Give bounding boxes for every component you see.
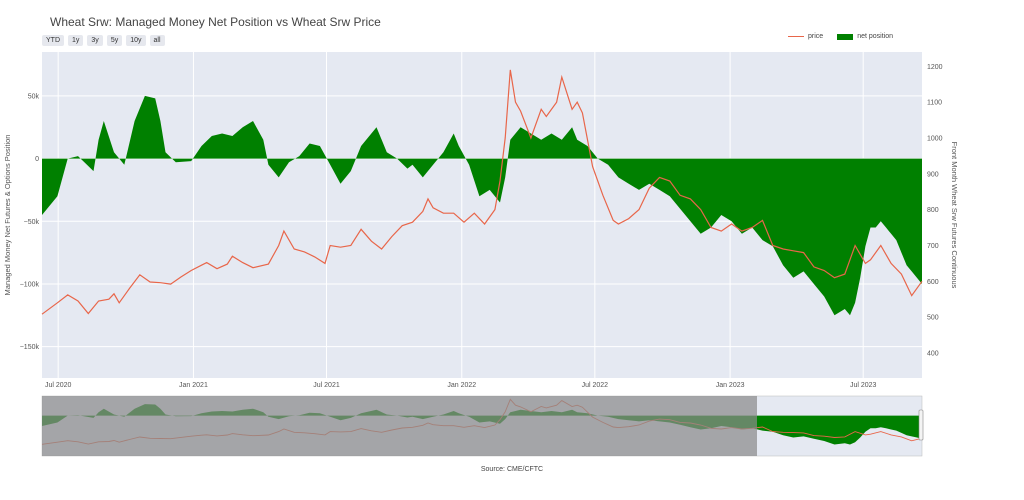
y-left-tick-label: −150k	[20, 344, 40, 351]
range-slider-unselected-mask	[42, 396, 757, 456]
x-tick-label: Jul 2022	[582, 382, 609, 389]
x-tick-label: Jan 2021	[179, 382, 208, 389]
range-selector: YTD 1y 3y 5y 10y all	[42, 35, 165, 46]
y-left-tick-label: −100k	[20, 281, 40, 288]
legend-item-price[interactable]: price	[788, 33, 823, 40]
range-slider[interactable]	[41, 395, 924, 457]
price-line	[41, 69, 923, 315]
range-button-5y[interactable]: 5y	[106, 35, 123, 46]
y-right-tick-label: 800	[927, 207, 939, 214]
source-note: Source: CME/CFTC	[480, 466, 544, 473]
x-tick-label: Jul 2023	[850, 382, 877, 389]
y-right-tick-label: 1000	[927, 135, 943, 142]
x-axis-ticks: Jul 2020 Jan 2021 Jul 2021 Jan 2022 Jul 2022…	[45, 382, 877, 389]
legend-item-net-position[interactable]: net position	[837, 33, 893, 40]
y-left-tick-label: 50k	[28, 93, 40, 100]
x-tick-label: Jan 2023	[716, 382, 745, 389]
range-button-1y[interactable]: 1y	[68, 35, 84, 46]
chart-title: Wheat Srw: Managed Money Net Position vs…	[50, 15, 381, 29]
legend-line-swatch	[788, 36, 804, 37]
legend-label-price: price	[808, 33, 824, 40]
x-tick-label: Jan 2022	[447, 382, 476, 389]
legend-area-swatch	[837, 33, 854, 40]
y-right-tick-label: 900	[927, 171, 939, 178]
y-left-axis-title: Managed Money Net Futures & Options Posi…	[3, 135, 12, 296]
net-position-area	[42, 95, 922, 316]
x-tick-label: Jul 2020	[45, 382, 72, 389]
y-left-tick-label: −50k	[24, 219, 40, 226]
y-right-axis-title: Front Month Wheat Srw Futures Continuous	[950, 142, 959, 289]
y-right-axis-ticks: 1200 1100 1000 900 800 700 600 500 400	[927, 64, 943, 358]
y-right-tick-label: 700	[927, 243, 939, 250]
y-left-tick-label: 0	[35, 156, 39, 163]
y-right-tick-label: 600	[927, 279, 939, 286]
range-button-ytd[interactable]: YTD	[42, 35, 64, 46]
range-button-all[interactable]: all	[149, 35, 165, 46]
legend-label-net-position: net position	[857, 33, 893, 40]
range-button-10y[interactable]: 10y	[126, 35, 146, 46]
y-right-tick-label: 1200	[927, 64, 943, 71]
y-right-tick-label: 500	[927, 315, 939, 322]
y-right-tick-label: 400	[927, 350, 939, 357]
y-right-tick-label: 1100	[927, 100, 942, 107]
range-slider-right-handle[interactable]	[918, 409, 924, 441]
legend: price net position	[788, 33, 893, 40]
y-left-axis-ticks: 50k 0 −50k −100k −150k	[20, 93, 40, 351]
range-button-3y[interactable]: 3y	[87, 35, 103, 46]
x-tick-label: Jul 2021	[313, 382, 340, 389]
